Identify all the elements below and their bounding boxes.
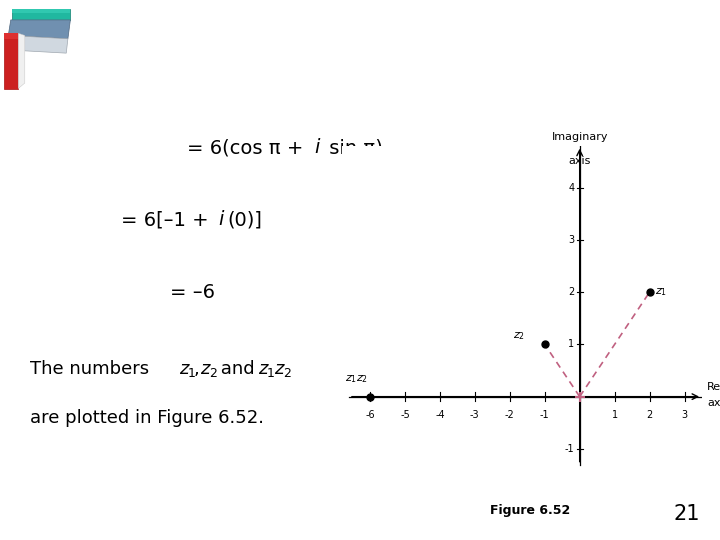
Text: = 6(cos π +: = 6(cos π + [187, 138, 310, 157]
Text: -3: -3 [470, 410, 480, 420]
Text: 2: 2 [647, 410, 653, 420]
Text: axis: axis [707, 398, 720, 408]
Text: 2: 2 [568, 287, 575, 297]
Text: $z_1z_2$: $z_1z_2$ [345, 373, 368, 385]
Text: 4: 4 [568, 183, 575, 193]
Polygon shape [4, 33, 18, 89]
Text: z: z [179, 360, 189, 377]
Text: -2: -2 [505, 410, 515, 420]
Text: Solution: Solution [364, 28, 520, 61]
Polygon shape [12, 9, 71, 20]
Text: -6: -6 [365, 410, 375, 420]
Text: = 6[–1 +: = 6[–1 + [121, 211, 215, 229]
Polygon shape [18, 33, 24, 89]
Text: -1: -1 [564, 444, 575, 454]
Text: $z_2$: $z_2$ [513, 330, 526, 342]
Text: axis: axis [569, 156, 591, 166]
Text: and: and [215, 360, 261, 377]
Text: 2: 2 [283, 367, 291, 380]
Text: z: z [258, 360, 268, 377]
Text: sin π): sin π) [323, 138, 383, 157]
Text: i: i [218, 211, 223, 229]
Text: $z_1$: $z_1$ [654, 286, 667, 298]
Text: 3: 3 [568, 235, 575, 245]
Text: 1: 1 [267, 367, 275, 380]
Text: cont’d: cont’d [662, 64, 706, 78]
Text: 1: 1 [611, 410, 618, 420]
Polygon shape [6, 36, 68, 53]
Text: -4: -4 [435, 410, 445, 420]
Text: The numbers: The numbers [30, 360, 155, 377]
Text: 3: 3 [681, 410, 688, 420]
Text: ,: , [194, 360, 199, 377]
Polygon shape [9, 20, 71, 39]
Polygon shape [12, 9, 71, 14]
Polygon shape [4, 33, 18, 39]
Text: are plotted in Figure 6.52.: are plotted in Figure 6.52. [30, 409, 264, 427]
Text: 1: 1 [188, 367, 196, 380]
Text: = –6: = –6 [170, 282, 215, 301]
Text: (0)]: (0)] [227, 211, 262, 229]
Text: 2: 2 [209, 367, 217, 380]
Text: z: z [200, 360, 210, 377]
Text: Real: Real [707, 382, 720, 392]
Text: 21: 21 [673, 504, 700, 524]
Text: -5: -5 [400, 410, 410, 420]
Text: -1: -1 [540, 410, 549, 420]
Text: i: i [314, 138, 320, 157]
Text: z: z [274, 360, 284, 377]
Text: 1: 1 [568, 339, 575, 349]
Text: Imaginary: Imaginary [552, 132, 608, 141]
Text: Figure 6.52: Figure 6.52 [490, 504, 570, 517]
Text: Example 5 –: Example 5 – [72, 28, 306, 61]
